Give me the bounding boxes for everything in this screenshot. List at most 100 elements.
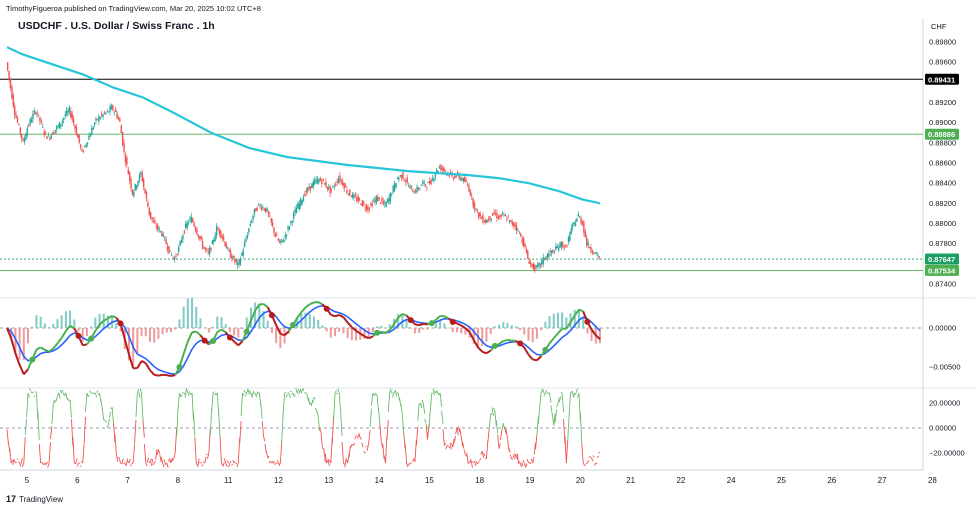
osc1-hist-bar bbox=[148, 328, 151, 342]
candle-body bbox=[40, 120, 43, 123]
osc2-segment bbox=[305, 392, 308, 395]
candle-body bbox=[435, 169, 438, 174]
candle-body bbox=[292, 213, 295, 219]
osc1-hist-bar bbox=[127, 328, 130, 361]
candle-body bbox=[483, 221, 486, 223]
osc1-main-segment bbox=[305, 303, 311, 309]
candle-body bbox=[468, 185, 470, 191]
candle-body bbox=[452, 177, 455, 179]
x-tick-label: 11 bbox=[224, 476, 233, 485]
candle-body bbox=[354, 196, 357, 197]
candle-body bbox=[580, 217, 582, 224]
osc2-segment bbox=[284, 391, 287, 394]
x-tick-label: 14 bbox=[375, 476, 384, 485]
osc1-main-segment bbox=[384, 329, 391, 334]
candle-body bbox=[476, 209, 479, 211]
candle-body bbox=[386, 198, 389, 202]
candle-body bbox=[130, 179, 132, 189]
osc1-main-segment bbox=[557, 328, 563, 334]
osc2-segment bbox=[312, 397, 315, 404]
candle-body bbox=[263, 208, 265, 211]
osc2-segment bbox=[45, 461, 49, 465]
candle-body bbox=[126, 157, 128, 165]
candle-body bbox=[595, 252, 598, 254]
x-tick-label: 27 bbox=[878, 476, 887, 485]
upper-green-line-label-bg bbox=[925, 128, 959, 140]
candle-body bbox=[106, 111, 108, 112]
candle-body bbox=[235, 259, 237, 263]
osc1-main-segment bbox=[141, 359, 147, 365]
candle-body bbox=[100, 114, 103, 115]
osc1-main-segment bbox=[52, 342, 59, 350]
osc1-hist-bar bbox=[52, 323, 55, 328]
tradingview-brand[interactable]: 17 TradingView bbox=[6, 494, 63, 504]
candle-body bbox=[424, 184, 427, 186]
osc2-segment bbox=[439, 392, 443, 407]
osc1-main-segment bbox=[35, 346, 42, 351]
osc2-segment bbox=[473, 460, 476, 464]
candle-body bbox=[385, 202, 387, 208]
osc2-segment bbox=[226, 460, 229, 464]
candle-body bbox=[361, 200, 364, 207]
candle-body bbox=[524, 243, 526, 247]
candle-body bbox=[29, 118, 31, 125]
candle-body bbox=[328, 187, 330, 189]
osc1-main-segment bbox=[14, 352, 21, 366]
candle-body bbox=[454, 175, 456, 179]
osc1-hist-bar bbox=[472, 328, 475, 344]
price-axis: 0.89800 0.89600 0.89200 0.89000 0.88800 0.886… bbox=[929, 38, 956, 289]
osc2-segment bbox=[572, 392, 576, 398]
osc1-hist-bar bbox=[212, 326, 215, 328]
candle-body bbox=[213, 239, 215, 242]
candle-body bbox=[176, 254, 179, 255]
candle-body bbox=[243, 242, 246, 248]
osc2-segment bbox=[6, 429, 9, 444]
osc2-segment bbox=[494, 410, 497, 426]
osc2-segment bbox=[465, 454, 468, 457]
osc1-main-segment bbox=[103, 317, 109, 322]
candle-body bbox=[85, 144, 87, 147]
osc1-main-segment bbox=[18, 364, 25, 375]
osc1-hist-bar bbox=[279, 328, 282, 349]
osc1-hist-bar bbox=[304, 312, 307, 328]
osc1-hist-bar bbox=[136, 328, 139, 354]
candle-body bbox=[566, 246, 568, 247]
candle-body bbox=[465, 179, 467, 182]
candle-body bbox=[57, 125, 59, 127]
osc2-segment bbox=[27, 392, 30, 398]
osc2-segment bbox=[406, 462, 409, 468]
osc2-segment bbox=[34, 391, 37, 394]
osc2-segment bbox=[519, 462, 522, 468]
osc2-segment bbox=[281, 412, 284, 442]
osc1-main-segment bbox=[317, 301, 323, 306]
candle-body bbox=[448, 175, 450, 177]
candle-body bbox=[117, 117, 120, 120]
osc2-segment bbox=[592, 455, 595, 458]
osc2-segment bbox=[89, 390, 92, 394]
candle-body bbox=[496, 212, 498, 219]
osc2-segment bbox=[386, 420, 389, 440]
candle-body bbox=[457, 172, 459, 174]
osc2-segment bbox=[502, 423, 506, 430]
candle-body bbox=[234, 258, 236, 262]
candle-body bbox=[28, 124, 30, 126]
osc2-segment bbox=[409, 462, 412, 465]
osc2-segment bbox=[390, 390, 393, 394]
osc2-segment bbox=[575, 388, 578, 393]
osc1-hist-bar bbox=[590, 328, 593, 341]
osc1-main-segment bbox=[548, 337, 555, 345]
x-tick-label: 19 bbox=[526, 476, 535, 485]
candle-body bbox=[587, 242, 589, 247]
candle-body bbox=[307, 187, 309, 192]
x-tick-label: 18 bbox=[475, 476, 484, 485]
candle-body bbox=[479, 213, 481, 217]
osc1-main-segment bbox=[578, 308, 584, 313]
osc2-segment bbox=[490, 413, 493, 416]
osc2-segment bbox=[469, 458, 472, 464]
osc2-segment bbox=[201, 464, 204, 467]
candle-body bbox=[417, 187, 420, 190]
candle-body bbox=[33, 110, 36, 113]
candle-body bbox=[372, 201, 375, 203]
osc2-segment bbox=[221, 462, 224, 467]
